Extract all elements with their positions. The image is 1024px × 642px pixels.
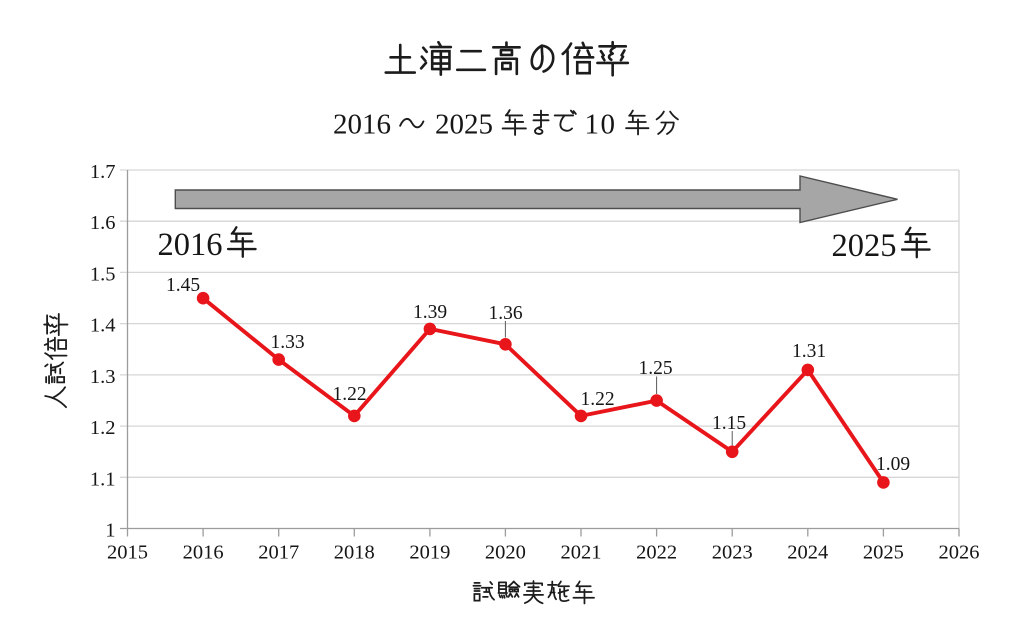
svg-text:1.31: 1.31 — [792, 341, 826, 362]
svg-text:1.1: 1.1 — [90, 468, 116, 490]
svg-text:1.36: 1.36 — [488, 303, 522, 324]
svg-text:2021: 2021 — [561, 542, 602, 564]
svg-text:1.45: 1.45 — [166, 275, 200, 296]
svg-text:2025: 2025 — [832, 228, 897, 264]
svg-text:1.22: 1.22 — [580, 389, 614, 410]
svg-text:2016: 2016 — [183, 542, 224, 564]
svg-text:2022: 2022 — [636, 542, 677, 564]
svg-text:2025: 2025 — [863, 542, 904, 564]
svg-text:2015: 2015 — [107, 542, 148, 564]
svg-text:1.15: 1.15 — [712, 413, 746, 434]
svg-text:2016: 2016 — [158, 227, 223, 263]
svg-text:2019: 2019 — [409, 542, 450, 564]
svg-text:1.09: 1.09 — [876, 454, 910, 475]
svg-text:2023: 2023 — [712, 542, 753, 564]
svg-text:10: 10 — [585, 109, 617, 141]
svg-text:1.4: 1.4 — [90, 315, 116, 337]
svg-text:1.2: 1.2 — [90, 417, 116, 439]
svg-text:2025: 2025 — [435, 109, 493, 141]
svg-text:2017: 2017 — [258, 542, 299, 564]
svg-text:1.33: 1.33 — [270, 332, 304, 353]
svg-text:1.25: 1.25 — [638, 358, 672, 379]
svg-text:2016: 2016 — [333, 109, 391, 141]
svg-text:1.39: 1.39 — [413, 302, 447, 323]
svg-text:1: 1 — [105, 520, 115, 542]
svg-text:1.5: 1.5 — [90, 263, 116, 285]
svg-text:2026: 2026 — [939, 542, 980, 564]
svg-text:1.22: 1.22 — [332, 384, 366, 405]
svg-text:1.7: 1.7 — [90, 161, 116, 183]
svg-text:1.3: 1.3 — [90, 366, 116, 388]
svg-text:2020: 2020 — [485, 542, 526, 564]
svg-text:2024: 2024 — [787, 542, 828, 564]
svg-text:2018: 2018 — [334, 542, 375, 564]
svg-text:1.6: 1.6 — [90, 212, 116, 234]
